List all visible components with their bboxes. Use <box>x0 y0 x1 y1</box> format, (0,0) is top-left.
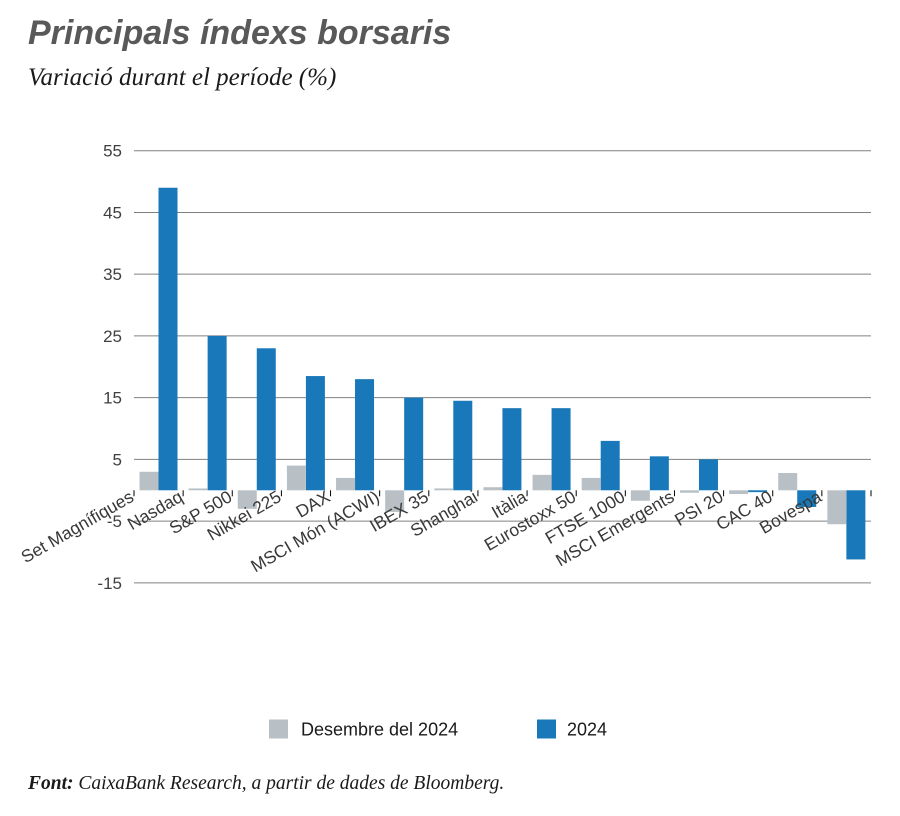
svg-text:5: 5 <box>113 450 122 469</box>
svg-text:35: 35 <box>103 265 122 284</box>
svg-text:Desembre del 2024: Desembre del 2024 <box>301 720 458 740</box>
svg-text:2024: 2024 <box>567 720 607 740</box>
svg-text:55: 55 <box>103 142 122 161</box>
svg-text:-15: -15 <box>97 574 122 593</box>
svg-text:25: 25 <box>103 327 122 346</box>
svg-text:15: 15 <box>103 389 122 408</box>
svg-text:45: 45 <box>103 203 122 222</box>
